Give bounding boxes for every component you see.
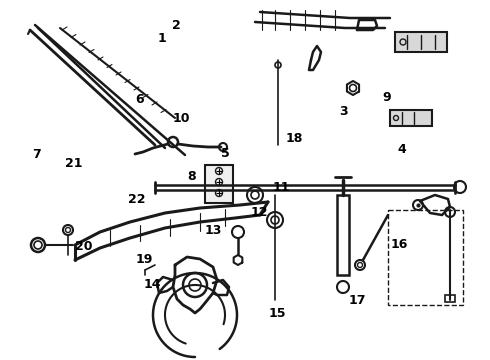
Text: 13: 13 (204, 224, 222, 237)
Text: 12: 12 (251, 206, 269, 219)
Text: 6: 6 (135, 93, 144, 105)
Text: 18: 18 (285, 132, 303, 145)
Text: 22: 22 (128, 193, 146, 206)
Text: 9: 9 (383, 91, 392, 104)
Text: 7: 7 (32, 148, 41, 161)
Text: 19: 19 (136, 253, 153, 266)
Text: 20: 20 (74, 240, 92, 253)
FancyBboxPatch shape (205, 165, 233, 203)
Text: 10: 10 (172, 112, 190, 125)
Text: 5: 5 (221, 147, 230, 159)
Text: 17: 17 (349, 294, 367, 307)
Text: 14: 14 (143, 278, 161, 291)
Bar (445, 295, 455, 302)
FancyBboxPatch shape (390, 110, 432, 126)
Text: 1: 1 (157, 32, 166, 45)
FancyBboxPatch shape (395, 32, 447, 52)
Text: 8: 8 (187, 170, 196, 183)
Text: 21: 21 (65, 157, 82, 170)
Text: 15: 15 (268, 307, 286, 320)
Text: 4: 4 (397, 143, 406, 156)
Text: 11: 11 (273, 181, 291, 194)
Bar (337, 195, 349, 275)
Text: 16: 16 (391, 238, 408, 251)
Text: 2: 2 (172, 19, 181, 32)
Text: 3: 3 (339, 105, 347, 118)
